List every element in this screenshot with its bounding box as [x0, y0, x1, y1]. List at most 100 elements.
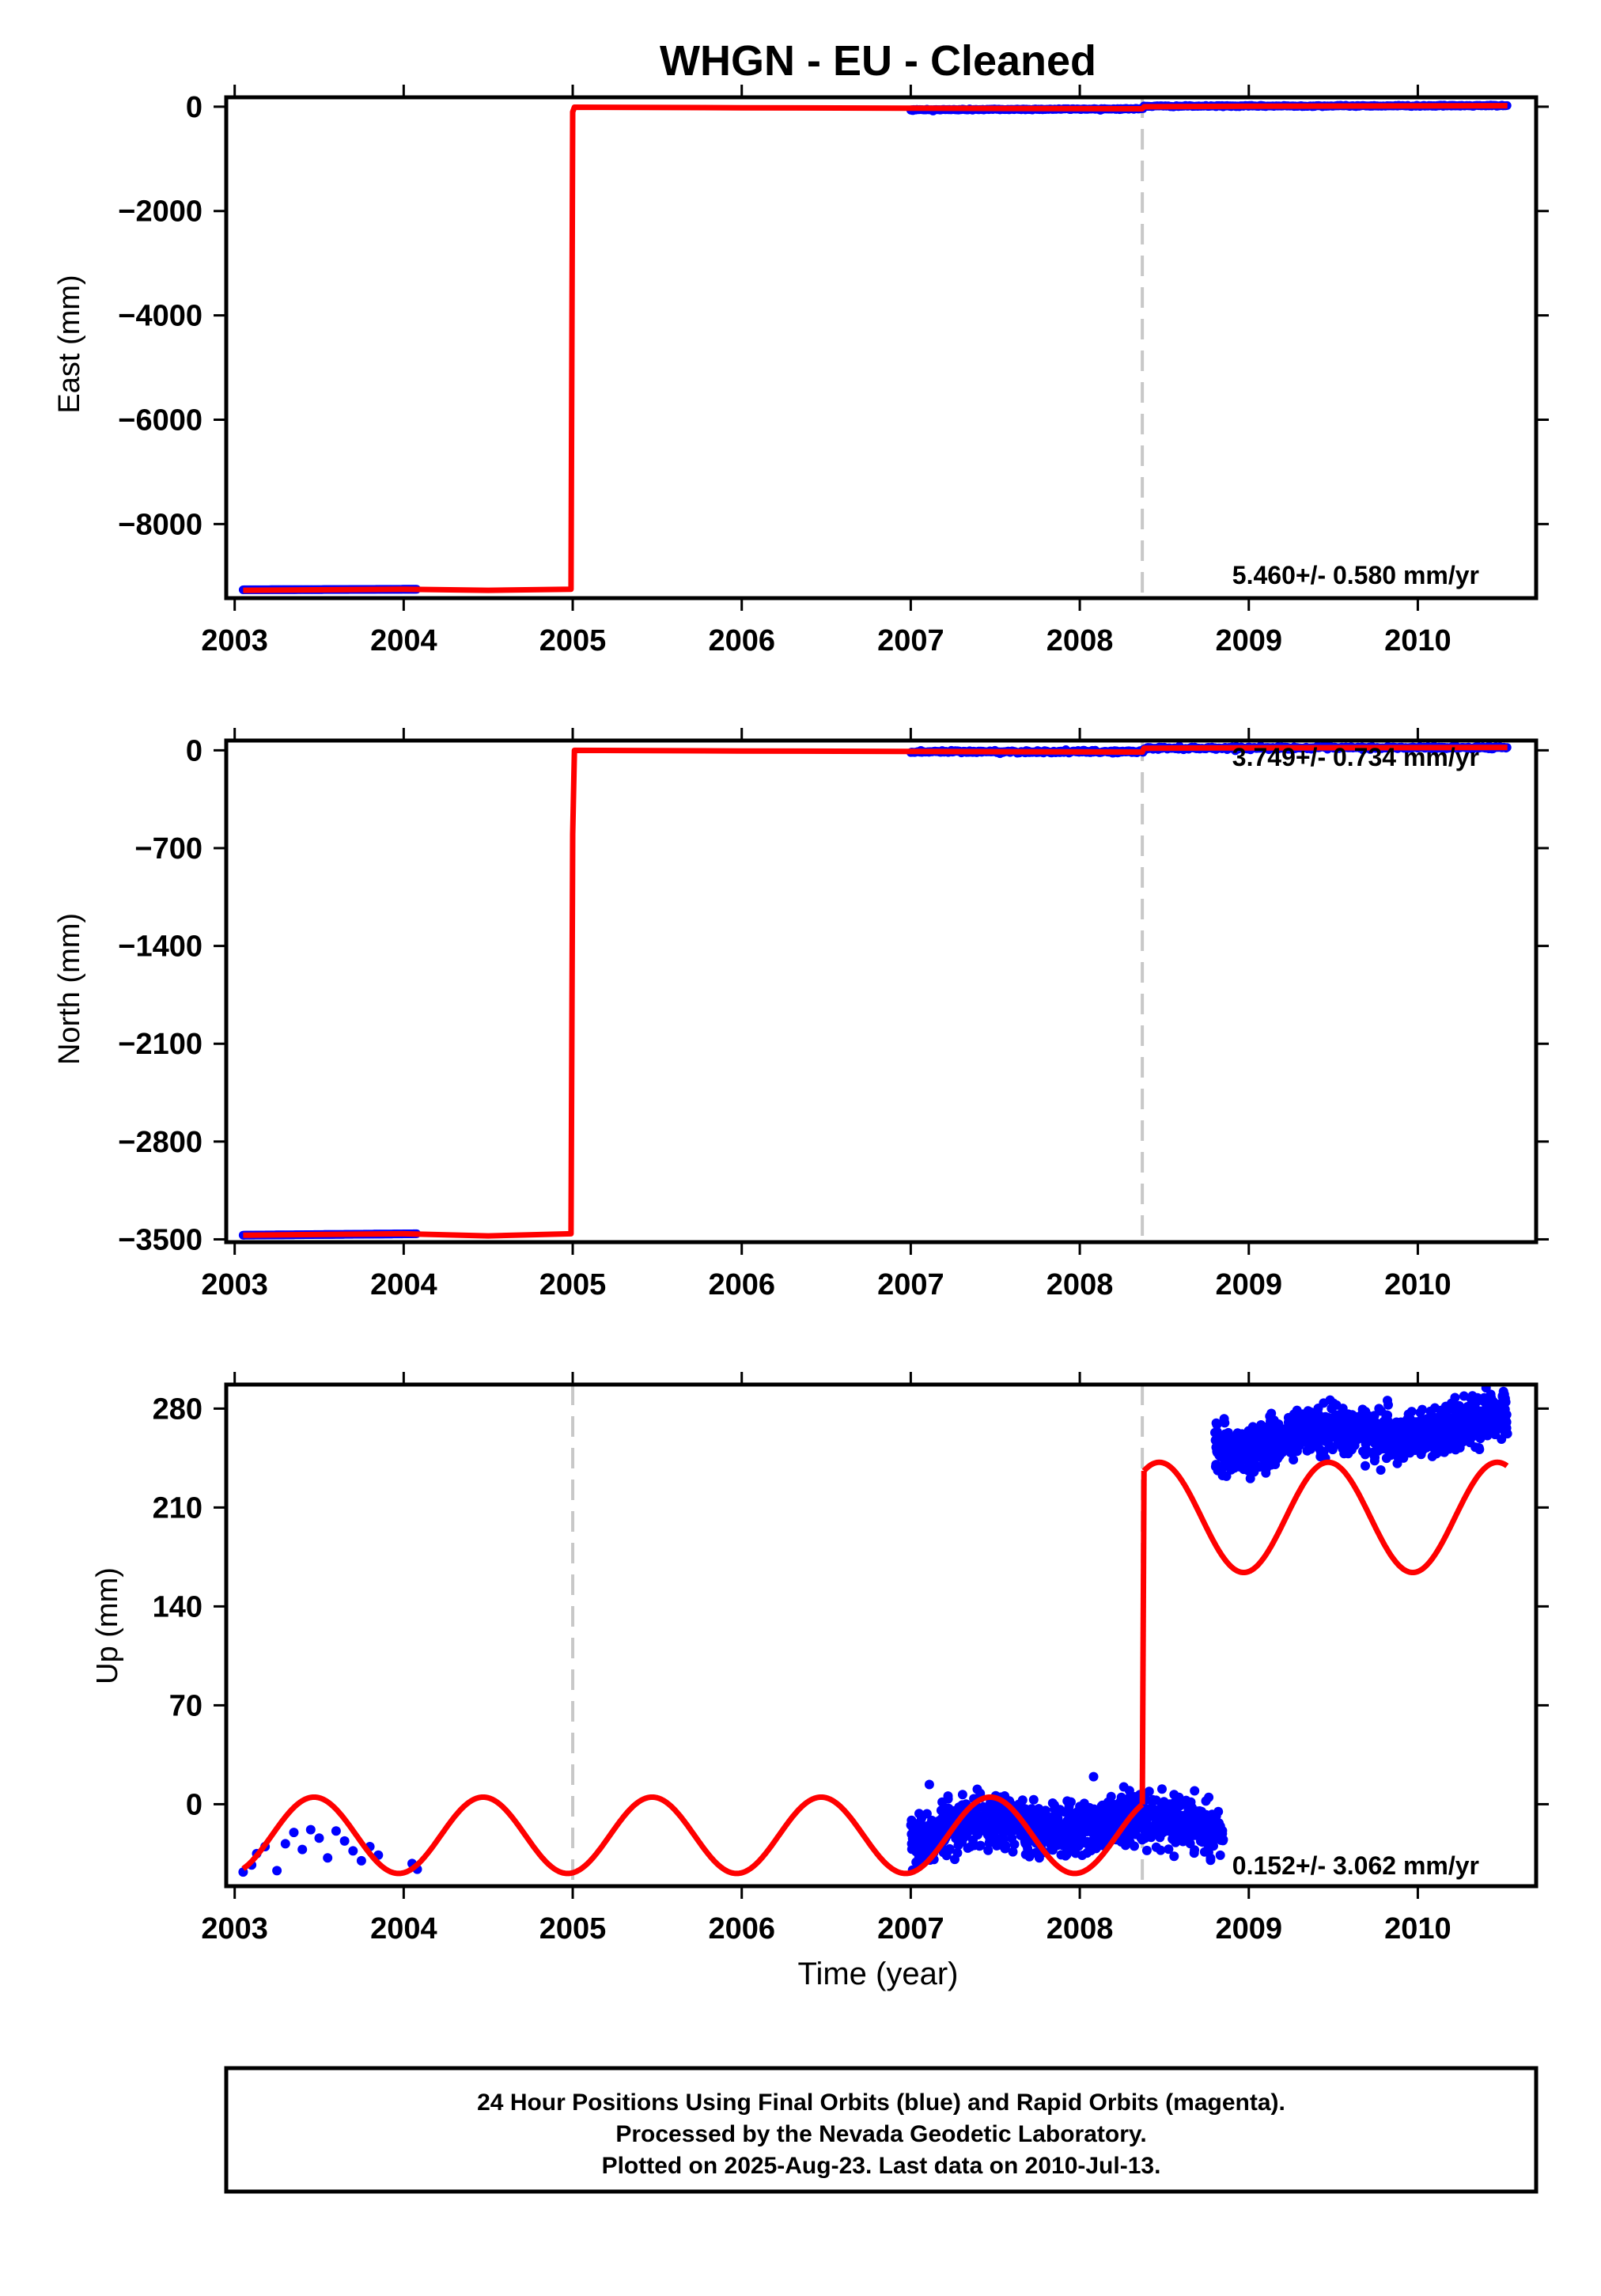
- up-obs-point: [925, 1819, 935, 1829]
- up-obs-point: [1107, 1815, 1118, 1825]
- east-xtick-label: 2007: [877, 624, 944, 657]
- up-obs-point: [1488, 1396, 1497, 1406]
- up-obs-point: [289, 1828, 299, 1838]
- up-obs-point: [1446, 1398, 1456, 1408]
- up-obs-point: [1207, 1818, 1217, 1828]
- up-model-line: [240, 1459, 1509, 1877]
- up-obs-point: [1190, 1786, 1200, 1796]
- up-obs-point: [1339, 1413, 1349, 1423]
- up-obs-point: [999, 1809, 1009, 1820]
- up-obs-point: [941, 1808, 951, 1818]
- up-obs-point: [1050, 1818, 1061, 1828]
- up-obs-point: [1315, 1413, 1326, 1423]
- up-obs-point: [1166, 1802, 1176, 1812]
- up-obs-point: [1475, 1410, 1485, 1420]
- up-obs-point: [1360, 1449, 1370, 1460]
- up-obs-point: [1407, 1445, 1417, 1455]
- up-obs-point: [1457, 1413, 1467, 1423]
- footer-line-3: Plotted on 2025-Aug-23. Last data on 201…: [602, 2153, 1161, 2179]
- up-obs-point: [1420, 1424, 1429, 1434]
- up-obs-point: [1319, 1420, 1330, 1430]
- up-ytick-label: 210: [153, 1491, 202, 1525]
- up-obs-point: [305, 1824, 316, 1835]
- north-ytick-label: 0: [186, 734, 202, 767]
- up-obs-point: [1169, 1851, 1179, 1862]
- up-obs-point: [1212, 1446, 1222, 1457]
- up-xtick-label: 2007: [877, 1912, 944, 1946]
- up-axis-label: Up (mm): [91, 1567, 124, 1684]
- up-obs-point: [1261, 1468, 1271, 1478]
- up-obs-point: [1443, 1434, 1453, 1445]
- footer-frame: [224, 2066, 1539, 2194]
- up-obs-point: [1493, 1414, 1504, 1424]
- up-obs-point: [1042, 1830, 1052, 1840]
- up-obs-point: [1118, 1782, 1129, 1792]
- up-obs-point: [1073, 1841, 1084, 1851]
- up-obs-point: [1073, 1813, 1083, 1824]
- north-ytick-label: −3500: [118, 1223, 202, 1256]
- north-xtick-label: 2009: [1215, 1268, 1282, 1301]
- up-obs-point: [1290, 1438, 1300, 1448]
- up-obs-point: [1470, 1442, 1481, 1453]
- up-obs-point: [1159, 1797, 1169, 1807]
- up-obs-point: [1256, 1420, 1266, 1430]
- up-obs-point: [1065, 1815, 1076, 1824]
- east-observations: [238, 100, 1512, 594]
- east-xtick-label: 2008: [1047, 624, 1114, 657]
- up-obs-point: [997, 1832, 1008, 1841]
- up-obs-point: [323, 1853, 333, 1863]
- up-obs-point: [1088, 1771, 1099, 1782]
- up-obs-point: [1267, 1417, 1277, 1427]
- up-obs-point: [1233, 1440, 1243, 1449]
- up-obs-point: [1357, 1426, 1367, 1437]
- up-obs-point: [1015, 1824, 1025, 1835]
- up-obs-point: [913, 1835, 923, 1845]
- up-obs-point: [1052, 1840, 1062, 1851]
- up-obs-point: [1274, 1451, 1284, 1461]
- up-obs-point: [1243, 1426, 1254, 1436]
- up-obs-point: [1369, 1411, 1380, 1421]
- north-observations: [238, 741, 1512, 1240]
- east-model-line: [243, 103, 1508, 593]
- up-obs-point: [1369, 1456, 1380, 1466]
- up-obs-point: [1250, 1438, 1260, 1448]
- up-obs-point: [1391, 1417, 1402, 1427]
- footer-line-1: 24 Hour Positions Using Final Orbits (bl…: [477, 2090, 1285, 2116]
- up-obs-point: [996, 1823, 1006, 1833]
- up-obs-point: [1215, 1850, 1225, 1860]
- up-obs-point: [1304, 1406, 1314, 1416]
- up-obs-point: [1263, 1433, 1274, 1443]
- up-obs-point: [1151, 1807, 1161, 1817]
- north-panel: 2003 2004 2005 2006 2007 2008 2009 2010 0 −700 −14…: [53, 728, 1549, 1301]
- up-obs-point: [1464, 1416, 1474, 1426]
- up-obs-point: [1201, 1796, 1211, 1806]
- footer-line-2: Processed by the Nevada Geodetic Laborat…: [615, 2121, 1146, 2147]
- up-obs-point: [1459, 1429, 1470, 1439]
- east-xtick-label: 2004: [370, 624, 437, 657]
- up-obs-point: [1213, 1465, 1223, 1476]
- up-obs-point: [1361, 1461, 1370, 1471]
- up-obs-point: [1435, 1419, 1444, 1429]
- up-obs-point: [1383, 1415, 1393, 1426]
- up-obs-point: [1120, 1840, 1130, 1851]
- up-obs-point: [1289, 1455, 1299, 1464]
- up-obs-point: [1308, 1423, 1319, 1434]
- up-obs-point: [1411, 1417, 1421, 1427]
- up-obs-point: [1291, 1426, 1301, 1437]
- up-obs-point: [1446, 1419, 1456, 1429]
- up-obs-point: [1141, 1845, 1152, 1855]
- up-obs-point: [1452, 1429, 1462, 1439]
- up-obs-point: [1406, 1407, 1417, 1417]
- up-panel: 2003 2004 2005 2006 2007 2008 2009 2010 280 210 14…: [91, 1372, 1549, 1991]
- up-obs-point: [1383, 1439, 1394, 1449]
- north-model-line: [243, 744, 1508, 1239]
- up-obs-point: [1125, 1830, 1135, 1840]
- up-obs-point: [1171, 1819, 1182, 1828]
- up-ytick-label: 280: [153, 1392, 202, 1426]
- up-model-step: [1139, 1471, 1147, 1805]
- up-obs-point: [1157, 1784, 1167, 1794]
- up-obs-point: [1212, 1426, 1222, 1437]
- up-obs-point: [991, 1836, 1001, 1847]
- up-obs-point: [1289, 1416, 1299, 1426]
